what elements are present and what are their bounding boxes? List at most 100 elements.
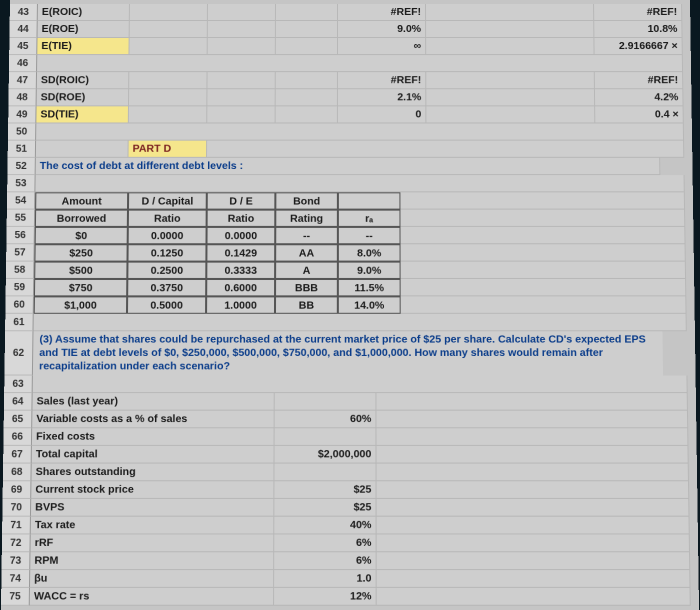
- de-cell[interactable]: 0.3333: [206, 262, 275, 279]
- amount-cell[interactable]: $0: [35, 227, 128, 244]
- assumption-value[interactable]: $25: [274, 499, 376, 517]
- assumption-value[interactable]: $2,000,000: [275, 446, 377, 464]
- cell-value[interactable]: #REF!: [594, 4, 682, 21]
- assumption-value[interactable]: 1.0: [274, 570, 377, 588]
- rownum: 43: [10, 4, 38, 21]
- row-53[interactable]: 53: [7, 175, 685, 192]
- assumption-row[interactable]: 65Variable costs as a % of sales60%: [4, 411, 689, 429]
- table-row[interactable]: 59$7500.37500.6000BBB11.5%: [6, 279, 687, 296]
- rd-cell[interactable]: 8.0%: [338, 244, 401, 261]
- assumption-row[interactable]: 74βu1.0: [1, 570, 690, 588]
- rating-cell[interactable]: BB: [275, 296, 338, 313]
- row-61[interactable]: 61: [5, 314, 687, 331]
- cell-value[interactable]: #REF!: [338, 4, 426, 21]
- assumption-value[interactable]: 60%: [275, 411, 377, 429]
- assumption-label[interactable]: rRF: [30, 535, 274, 553]
- amount-cell[interactable]: $500: [34, 262, 127, 279]
- assumption-value[interactable]: 12%: [274, 588, 377, 606]
- assumption-row[interactable]: 75WACC = rs12%: [1, 588, 691, 606]
- rownum: 49: [8, 106, 36, 123]
- rating-cell[interactable]: A: [275, 262, 338, 279]
- row-45[interactable]: 45 E(TIE) ∞ 2.9166667 ×: [9, 38, 683, 55]
- amount-cell[interactable]: $1,000: [34, 296, 127, 313]
- table-header-row[interactable]: 54 Amount D / Capital D / E Bond: [7, 192, 685, 209]
- assumption-label[interactable]: Tax rate: [31, 517, 275, 535]
- de-cell[interactable]: 1.0000: [206, 296, 275, 313]
- row-47[interactable]: 47 SD(ROIC) #REF! #REF!: [9, 72, 684, 89]
- row-46[interactable]: 46: [9, 55, 683, 72]
- subsection-title[interactable]: The cost of debt at different debt level…: [36, 158, 661, 175]
- rownum: 47: [9, 72, 37, 89]
- dcap-cell[interactable]: 0.5000: [127, 296, 206, 313]
- rownum: 58: [6, 262, 35, 279]
- assumption-label[interactable]: WACC = rs: [30, 588, 274, 606]
- amount-cell[interactable]: $750: [34, 279, 127, 296]
- assumption-row[interactable]: 66Fixed costs: [3, 429, 688, 447]
- row-49[interactable]: 49 SD(TIE) 0 0.4 ×: [8, 106, 684, 123]
- row-52[interactable]: 52 The cost of debt at different debt le…: [7, 158, 684, 175]
- assumption-value[interactable]: [274, 464, 376, 482]
- assumption-row[interactable]: 70BVPS$25: [2, 499, 689, 517]
- rd-cell[interactable]: 14.0%: [338, 296, 401, 313]
- spreadsheet[interactable]: 43 E(ROIC) #REF! #REF! 44 E(ROE) 9.0% 10…: [1, 0, 699, 610]
- table-row[interactable]: 60$1,0000.50001.0000BB14.0%: [5, 296, 686, 313]
- row-63[interactable]: 63: [4, 376, 688, 394]
- assumption-label[interactable]: βu: [30, 570, 274, 588]
- rownum: 67: [3, 446, 32, 464]
- dcap-cell[interactable]: 0.3750: [127, 279, 206, 296]
- cell-label[interactable]: E(ROIC): [38, 4, 130, 21]
- row-48[interactable]: 48 SD(ROE) 2.1% 4.2%: [8, 89, 683, 106]
- assumption-value[interactable]: [275, 393, 377, 411]
- assumption-value[interactable]: 40%: [274, 517, 376, 535]
- assumption-label[interactable]: Shares outstanding: [31, 464, 274, 482]
- table-row[interactable]: 58$5000.25000.3333A9.0%: [6, 262, 686, 279]
- section-title[interactable]: PART D: [128, 141, 207, 158]
- assumption-label[interactable]: Sales (last year): [32, 393, 274, 411]
- rating-cell[interactable]: BBB: [275, 279, 338, 296]
- dcap-cell[interactable]: 0.2500: [127, 262, 206, 279]
- rating-cell[interactable]: --: [275, 227, 338, 244]
- assumption-label[interactable]: BVPS: [31, 499, 274, 517]
- rd-cell[interactable]: 11.5%: [338, 279, 401, 296]
- assumption-label[interactable]: Total capital: [32, 446, 275, 464]
- assumption-value[interactable]: 6%: [274, 535, 376, 553]
- de-cell[interactable]: 0.0000: [206, 227, 275, 244]
- rownum: 74: [1, 570, 30, 588]
- table-row[interactable]: 57$2500.12500.1429AA8.0%: [6, 244, 686, 261]
- assumption-row[interactable]: 64Sales (last year): [4, 393, 688, 411]
- rating-cell[interactable]: AA: [275, 244, 338, 261]
- rownum: 71: [2, 517, 31, 535]
- de-cell[interactable]: 0.1429: [206, 244, 275, 261]
- rownum: 69: [3, 482, 32, 500]
- assumption-value[interactable]: $25: [274, 482, 376, 500]
- assumption-value[interactable]: 6%: [274, 553, 376, 571]
- assumption-label[interactable]: Variable costs as a % of sales: [32, 411, 275, 429]
- assumption-row[interactable]: 73RPM6%: [2, 553, 691, 571]
- rownum: 52: [7, 158, 35, 175]
- rd-cell[interactable]: --: [338, 227, 401, 244]
- assumption-label[interactable]: RPM: [30, 553, 274, 571]
- assumption-row[interactable]: 68Shares outstanding: [3, 464, 689, 482]
- assumption-label[interactable]: Current stock price: [31, 482, 274, 500]
- dcap-cell[interactable]: 0.0000: [128, 227, 207, 244]
- row-50[interactable]: 50: [8, 123, 684, 140]
- row-44[interactable]: 44 E(ROE) 9.0% 10.8%: [9, 21, 682, 38]
- row-51[interactable]: 51 PART D: [8, 141, 685, 158]
- assumption-value[interactable]: [275, 429, 377, 447]
- dcap-cell[interactable]: 0.1250: [127, 244, 206, 261]
- question-text[interactable]: (3) Assume that shares could be repurcha…: [33, 331, 663, 376]
- assumption-row[interactable]: 72rRF6%: [2, 535, 690, 553]
- amount-cell[interactable]: $250: [34, 244, 127, 261]
- de-cell[interactable]: 0.6000: [206, 279, 275, 296]
- rownum: 57: [6, 244, 35, 261]
- question-row[interactable]: 62 (3) Assume that shares could be repur…: [4, 331, 687, 376]
- assumption-row[interactable]: 69Current stock price$25: [3, 482, 690, 500]
- table-header-row[interactable]: 55 Borrowed Ratio Ratio Rating rₐ: [7, 210, 686, 227]
- rd-cell[interactable]: 9.0%: [338, 262, 401, 279]
- assumption-label[interactable]: Fixed costs: [32, 429, 275, 447]
- rownum: 51: [8, 141, 36, 158]
- row-43[interactable]: 43 E(ROIC) #REF! #REF!: [10, 4, 683, 21]
- table-row[interactable]: 56$00.00000.0000----: [6, 227, 685, 244]
- assumption-row[interactable]: 71Tax rate40%: [2, 517, 690, 535]
- assumption-row[interactable]: 67Total capital$2,000,000: [3, 446, 689, 464]
